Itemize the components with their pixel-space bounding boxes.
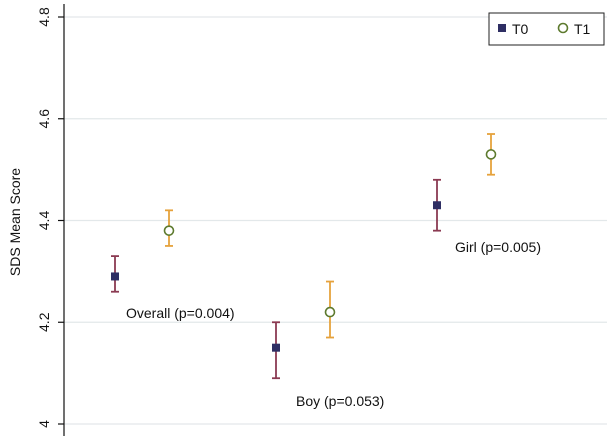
annotation-girl: Girl (p=0.005) — [455, 239, 541, 255]
y-axis-title: SDS Mean Score — [7, 168, 23, 276]
legend-label-t1: T1 — [574, 21, 591, 37]
y-tick-label: 4.8 — [36, 7, 52, 27]
annotation-boy: Boy (p=0.053) — [296, 393, 384, 409]
point-t1-girl — [485, 149, 497, 160]
y-tick-label: 4.2 — [36, 312, 52, 332]
y-tick-label: 4.6 — [36, 109, 52, 129]
point-t0-girl — [433, 201, 441, 210]
legend-box — [488, 12, 605, 46]
group-annotations: Overall (p=0.004) Boy (p=0.053) Girl (p=0.… — [126, 239, 541, 409]
legend-marker-t1 — [557, 22, 569, 34]
legend: T0 T1 — [488, 12, 605, 46]
grid-lines — [64, 16, 607, 425]
legend-marker-t0 — [498, 24, 506, 32]
point-t1-overall — [163, 225, 175, 236]
point-t1-boy — [324, 306, 336, 318]
annotation-overall: Overall (p=0.004) — [126, 305, 235, 321]
y-axis-ticks: 4 4.2 4.4 4.6 4.8 — [36, 7, 64, 428]
point-t0-overall — [111, 272, 119, 281]
y-tick-label: 4 — [36, 420, 52, 428]
y-tick-label: 4.4 — [36, 211, 52, 231]
legend-label-t0: T0 — [512, 21, 529, 37]
data-markers — [111, 149, 497, 352]
point-t0-boy — [272, 343, 280, 352]
